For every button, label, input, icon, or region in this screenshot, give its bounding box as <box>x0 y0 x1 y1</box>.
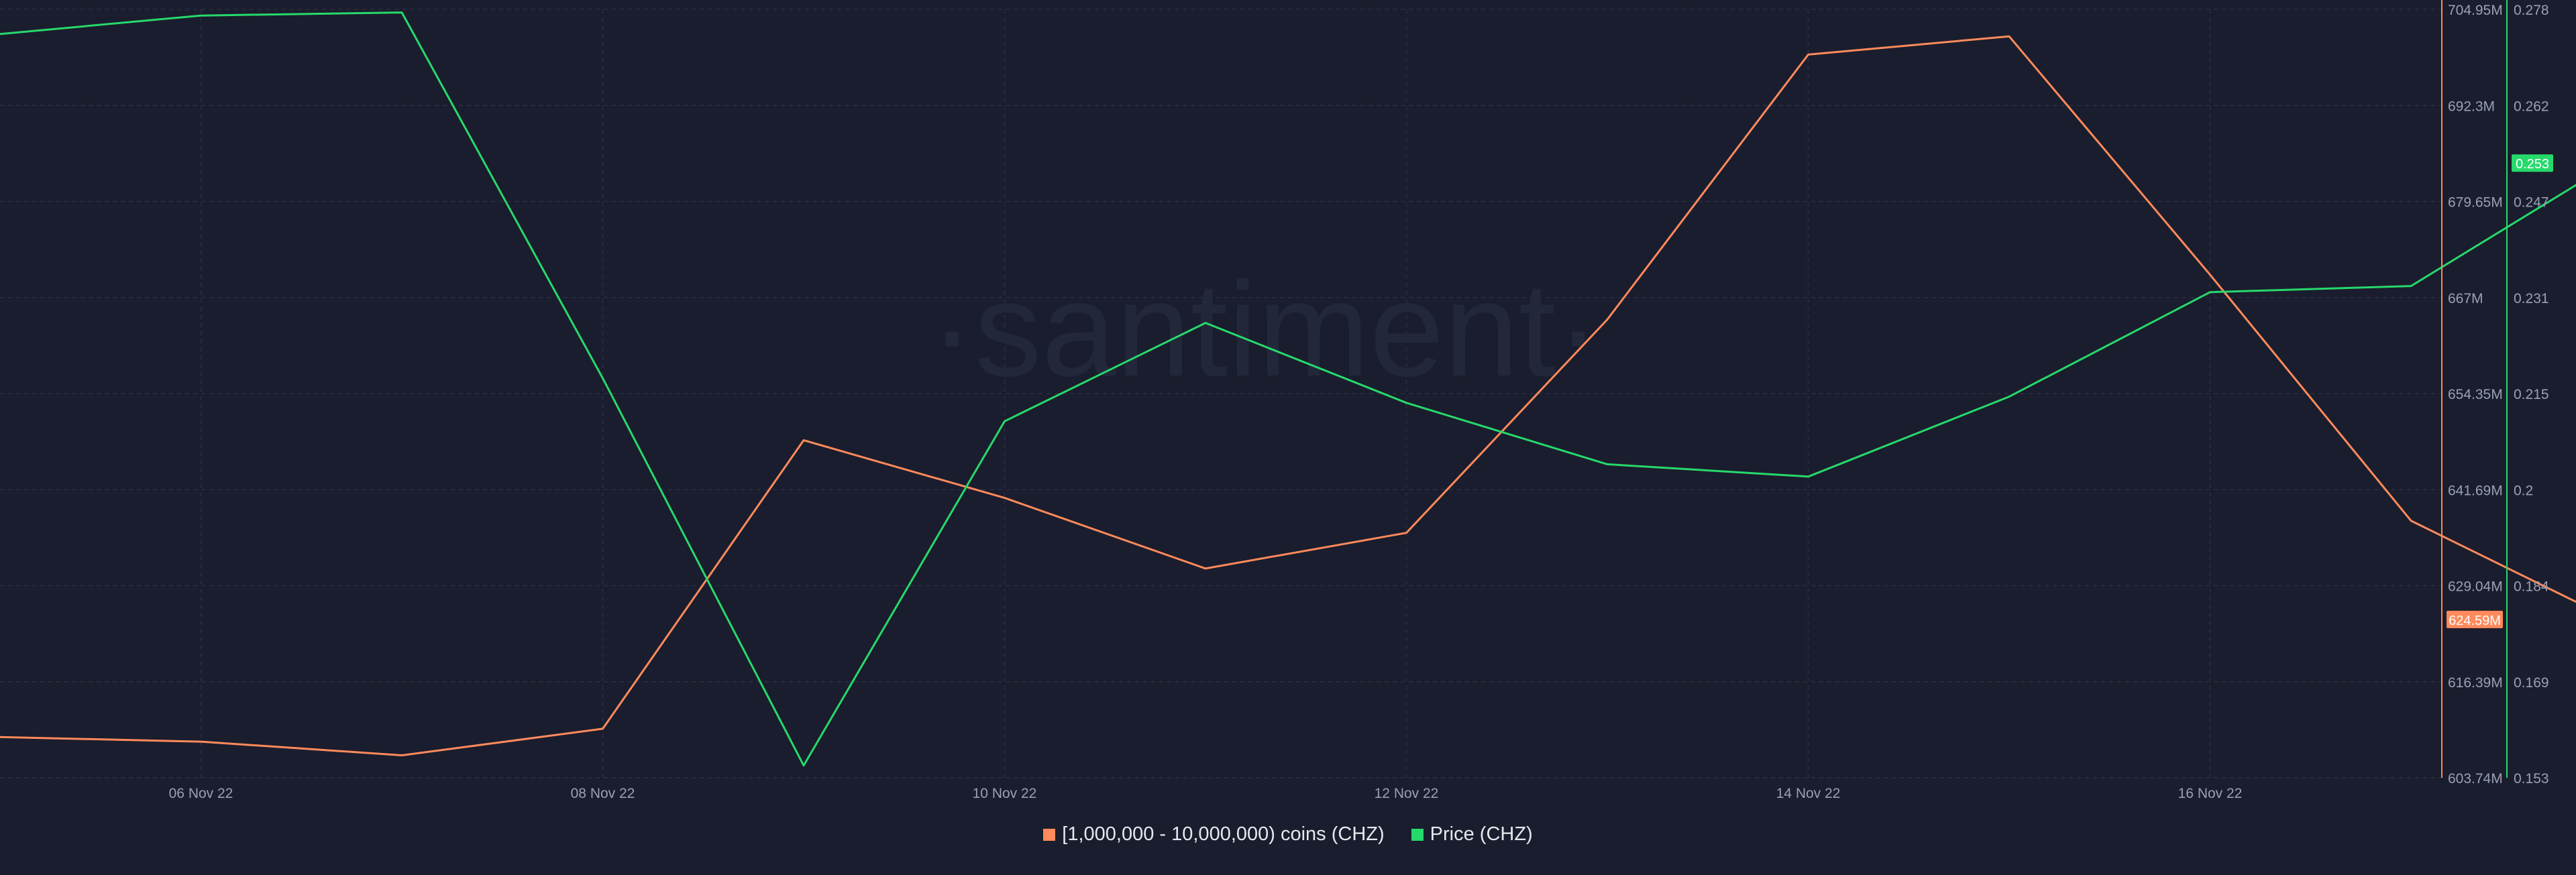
series-line-price <box>0 11 2576 767</box>
last-value-badge-holders <box>2447 610 2503 628</box>
legend: [1,000,000 - 10,000,000) coins (CHZ) Pri… <box>0 823 2576 845</box>
x-tick-label: 10 Nov 22 <box>973 786 1037 801</box>
y-left-tick-label: 667M <box>2448 291 2483 306</box>
legend-item-holders[interactable]: [1,000,000 - 10,000,000) coins (CHZ) <box>1043 823 1385 845</box>
y-right-tick-label: 0.262 <box>2514 99 2549 114</box>
legend-item-price[interactable]: Price (CHZ) <box>1411 823 1533 845</box>
legend-label-price: Price (CHZ) <box>1430 823 1533 845</box>
series-layer <box>0 11 2576 767</box>
x-tick-label: 12 Nov 22 <box>1375 786 1439 801</box>
legend-label-holders: [1,000,000 - 10,000,000) coins (CHZ) <box>1062 823 1385 845</box>
y-left-tick-label: 641.69M <box>2448 483 2503 498</box>
axis-layer: 603.74M 616.39M 629.04M 641.69M 654.35M 667M 6… <box>169 0 2553 801</box>
y-right-tick-label: 0.215 <box>2514 387 2549 402</box>
last-value-label-holders: 624.59M <box>2449 614 2501 628</box>
last-value-label-price: 0.253 <box>2516 157 2549 172</box>
y-left-tick-label: 704.95M <box>2448 3 2503 18</box>
x-tick-label: 08 Nov 22 <box>571 786 635 801</box>
y-right-tick-label: 0.247 <box>2514 195 2549 211</box>
y-right-tick-label: 0.169 <box>2514 675 2549 691</box>
y-left-tick-label: 692.3M <box>2448 99 2495 114</box>
last-value-badge-price <box>2512 154 2553 172</box>
y-left-tick-label: 679.65M <box>2448 195 2503 211</box>
series-line-holders <box>0 35 2576 756</box>
legend-swatch-price <box>1411 828 1424 841</box>
y-left-tick-label: 654.35M <box>2448 387 2503 402</box>
y-left-tick-label: 629.04M <box>2448 579 2503 595</box>
watermark: ·santiment· <box>930 255 1601 404</box>
y-right-tick-label: 0.153 <box>2514 771 2549 786</box>
y-right-tick-label: 0.231 <box>2514 291 2549 306</box>
y-right-tick-label: 0.278 <box>2514 3 2549 18</box>
x-tick-label: 06 Nov 22 <box>169 786 233 801</box>
x-tick-label: 14 Nov 22 <box>1776 786 1841 801</box>
y-left-tick-label: 616.39M <box>2448 675 2503 691</box>
y-right-tick-label: 0.184 <box>2514 579 2549 595</box>
y-right-tick-label: 0.2 <box>2514 483 2533 498</box>
x-tick-label: 16 Nov 22 <box>2178 786 2243 801</box>
legend-swatch-holders <box>1043 828 1056 841</box>
y-left-tick-label: 603.74M <box>2448 771 2503 786</box>
